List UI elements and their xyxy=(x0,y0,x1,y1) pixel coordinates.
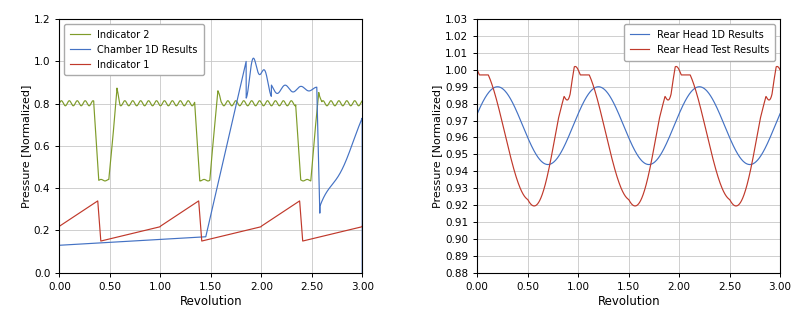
Indicator 2 xyxy=(333,100,343,103)
Rear Head 1D Results xyxy=(617,118,626,122)
Y-axis label: Pressure [Normalized]: Pressure [Normalized] xyxy=(432,84,443,208)
Rear Head 1D Results xyxy=(766,134,775,137)
Chamber 1D Results xyxy=(333,175,343,179)
Rear Head Test Results xyxy=(617,187,626,190)
Indicator 1 xyxy=(55,224,64,228)
Line: Rear Head Test Results: Rear Head Test Results xyxy=(478,66,780,206)
Rear Head 1D Results xyxy=(603,90,612,94)
Indicator 2 xyxy=(275,104,284,108)
Chamber 1D Results xyxy=(185,236,194,240)
Rear Head 1D Results xyxy=(493,85,502,89)
Rear Head Test Results xyxy=(751,141,760,145)
Rear Head 1D Results xyxy=(543,163,553,167)
Y-axis label: Pressure [Normalized]: Pressure [Normalized] xyxy=(21,84,31,208)
Line: Indicator 2: Indicator 2 xyxy=(59,88,362,181)
Rear Head 1D Results xyxy=(751,160,760,164)
Rear Head Test Results xyxy=(603,137,612,141)
Rear Head 1D Results xyxy=(775,112,785,115)
X-axis label: Revolution: Revolution xyxy=(597,294,660,308)
Rear Head 1D Results xyxy=(473,112,482,115)
Rear Head Test Results xyxy=(600,127,609,130)
Indicator 1 xyxy=(182,207,192,211)
Rear Head 1D Results xyxy=(693,85,703,89)
Indicator 2 xyxy=(199,178,208,182)
Indicator 2 xyxy=(204,179,213,183)
Indicator 2 xyxy=(112,86,122,90)
Chamber 1D Results xyxy=(249,56,258,60)
Indicator 2 xyxy=(357,99,367,103)
Indicator 1 xyxy=(199,239,208,242)
Rear Head Test Results xyxy=(775,68,785,72)
Chamber 1D Results xyxy=(55,243,64,247)
Rear Head Test Results xyxy=(529,204,539,208)
Rear Head Test Results xyxy=(570,64,580,68)
Line: Rear Head 1D Results: Rear Head 1D Results xyxy=(478,87,780,165)
Legend: Indicator 2, Chamber 1D Results, Indicator 1: Indicator 2, Chamber 1D Results, Indicat… xyxy=(64,24,204,75)
X-axis label: Revolution: Revolution xyxy=(180,294,242,308)
Line: Indicator 1: Indicator 1 xyxy=(59,201,362,241)
Indicator 1 xyxy=(295,199,304,203)
Chamber 1D Results xyxy=(275,90,284,94)
Line: Chamber 1D Results: Chamber 1D Results xyxy=(59,58,362,273)
Indicator 1 xyxy=(185,205,194,209)
Indicator 1 xyxy=(357,224,367,228)
Chamber 1D Results xyxy=(357,271,367,275)
Legend: Rear Head 1D Results, Rear Head Test Results: Rear Head 1D Results, Rear Head Test Res… xyxy=(624,24,775,61)
Chamber 1D Results xyxy=(182,236,192,240)
Indicator 2 xyxy=(55,101,64,105)
Rear Head Test Results xyxy=(473,68,482,72)
Chamber 1D Results xyxy=(348,140,358,144)
Indicator 2 xyxy=(182,100,192,104)
Indicator 1 xyxy=(275,212,284,216)
Rear Head Test Results xyxy=(693,94,703,98)
Chamber 1D Results xyxy=(199,235,208,239)
Rear Head Test Results xyxy=(766,96,775,100)
Indicator 1 xyxy=(333,231,343,234)
Indicator 2 xyxy=(185,100,194,103)
Indicator 1 xyxy=(348,227,358,231)
Indicator 1 xyxy=(96,239,105,243)
Indicator 2 xyxy=(348,101,358,105)
Rear Head 1D Results xyxy=(600,88,609,92)
